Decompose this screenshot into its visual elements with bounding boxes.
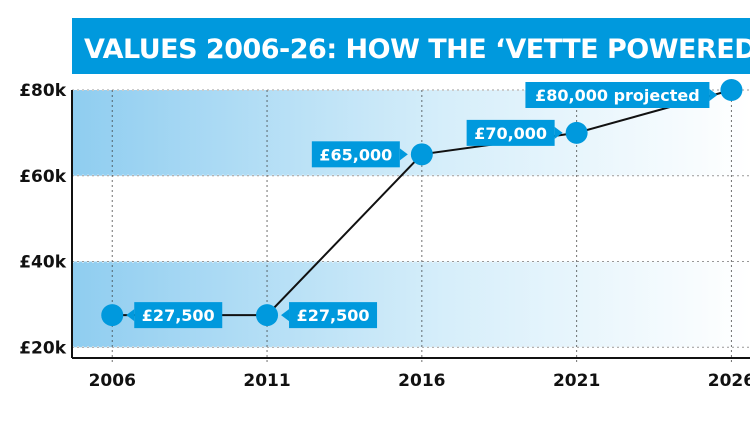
- data-points: [101, 79, 743, 327]
- data-point: [720, 79, 743, 101]
- data-label-callout: £27,500: [281, 302, 378, 329]
- axes: [71, 90, 750, 359]
- y-tick-label: £80k: [19, 81, 66, 101]
- data-label-text: £70,000: [474, 124, 547, 143]
- data-label-text: £65,000: [319, 145, 392, 164]
- data-label-pointer: [281, 309, 290, 322]
- x-tick-label: 2006: [89, 371, 136, 391]
- data-label-box: [525, 82, 710, 108]
- data-label-box: [289, 302, 378, 329]
- data-label-callout: £27,500: [126, 302, 223, 329]
- data-label-pointer: [709, 89, 718, 101]
- y-tick-labels: £20k £40k £60k £80k: [19, 81, 66, 358]
- data-label-callout: £70,000: [466, 119, 563, 146]
- data-point: [256, 304, 279, 327]
- data-label-box: [134, 302, 223, 329]
- chart-title: VALUES 2006-26: HOW THE ‘VETTE POWERED A…: [84, 34, 750, 65]
- y-tick-label: £20k: [19, 338, 66, 358]
- data-label-callout: £65,000: [311, 141, 408, 168]
- x-tick-label: 2011: [243, 371, 290, 391]
- data-label-callout: £80,000 projected: [525, 82, 718, 108]
- data-point: [410, 143, 433, 166]
- x-tick-label: 2016: [398, 371, 445, 391]
- data-label-pointer: [399, 148, 408, 161]
- data-label-pointer: [126, 309, 135, 322]
- data-point: [565, 121, 588, 144]
- x-tick-label: 2021: [553, 371, 600, 391]
- data-label-text: £27,500: [142, 306, 215, 325]
- data-labels: £27,500 £27,500 £65,000 £70,000 £80,000 proj…: [126, 82, 718, 329]
- data-label-box: [466, 119, 555, 146]
- data-label-pointer: [554, 126, 563, 139]
- y-tick-label: £40k: [19, 253, 66, 273]
- data-label-text: £27,500: [297, 306, 370, 325]
- x-tick-labels: 2006 2011 2016 2021 2026: [89, 371, 750, 391]
- data-label-box: [311, 141, 400, 168]
- data-point: [101, 304, 124, 327]
- x-tick-label: 2026: [708, 371, 750, 391]
- title-bar: [72, 18, 750, 74]
- y-tick-label: £60k: [19, 167, 66, 187]
- data-label-text: £80,000 projected: [535, 86, 700, 105]
